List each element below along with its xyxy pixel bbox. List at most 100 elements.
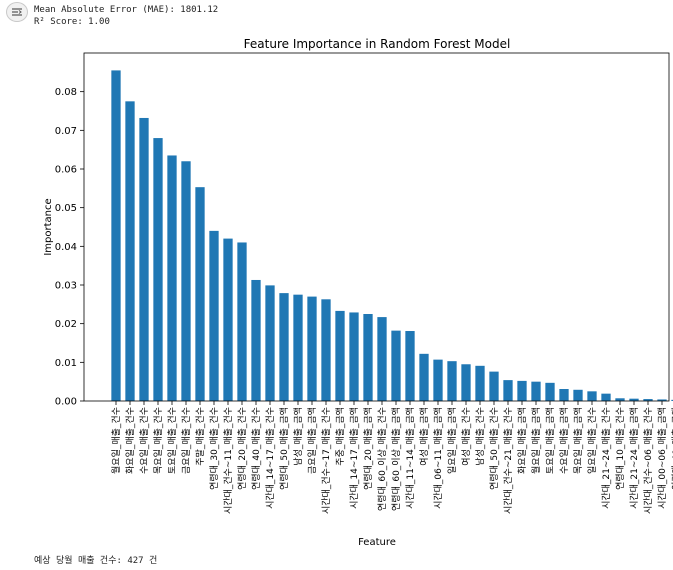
x-tick-label: 일요일_매출_금액 — [446, 407, 458, 474]
x-tick-label: 목요일_매출_건수 — [153, 407, 164, 474]
x-tick-label: 연령대_40_매출_금액 — [670, 407, 673, 490]
x-tick-label: 남성_매출_금액 — [292, 407, 304, 466]
x-tick-label: 토요일_매출_건수 — [167, 407, 178, 474]
x-tick-label: 수요일_매출_금액 — [558, 407, 570, 474]
x-tick-label: 시간대_21~24_매출_건수 — [601, 407, 612, 509]
x-tick-label: 연령대_60_이상_매출_건수 — [376, 407, 388, 511]
x-tick-label: 시간대_06~11_매출_금액 — [432, 407, 444, 509]
x-tick-label: 시간대_건수~11_매출_건수 — [223, 407, 234, 514]
x-tick-label: 연령대_40_매출_건수 — [250, 407, 262, 490]
plot-frame — [83, 52, 670, 402]
bar — [111, 70, 121, 402]
bar — [671, 399, 673, 401]
prediction-output: 예상 당월 매출 건수: 427 건 — [34, 556, 158, 566]
y-tick-label: 0.06 — [55, 165, 77, 176]
x-tick-label: 여성_매출_금액 — [418, 407, 430, 466]
x-tick-label: 시간대_11~14_매출_금액 — [404, 407, 416, 509]
x-tick-label: 연령대_50_매출_금액 — [278, 407, 290, 490]
bar — [209, 230, 219, 401]
bar — [419, 353, 429, 401]
bar — [293, 294, 303, 401]
bar — [475, 365, 485, 401]
bar — [601, 393, 611, 401]
x-tick-label: 시간대_21~24_매출_금액 — [628, 407, 640, 509]
bar — [545, 382, 555, 401]
x-tick-label: 남성_매출_건수 — [475, 407, 486, 466]
bar — [265, 285, 275, 401]
y-tick-label: 0.02 — [55, 319, 77, 330]
x-tick-label: 일요일_매출_건수 — [587, 407, 598, 474]
x-tick-label: 화요일_매출_건수 — [125, 407, 136, 474]
x-tick-label: 연령대_20_매출_금액 — [362, 407, 374, 490]
y-tick-label: 0.00 — [55, 397, 77, 408]
bar — [335, 310, 345, 401]
x-tick-label: 여성_매출_건수 — [460, 407, 472, 466]
bar — [643, 399, 653, 401]
feature-importance-chart: Feature Importance in Random Forest Mode… — [43, 37, 673, 548]
y-tick-label: 0.07 — [55, 126, 77, 137]
bar — [125, 101, 135, 401]
x-tick-label: 토요일_매출_금액 — [544, 407, 556, 474]
y-tick-label: 0.03 — [55, 281, 77, 292]
x-tick-label: 시간대_00~06_매출_금액 — [656, 407, 668, 509]
output-toggle-icon[interactable] — [6, 2, 28, 22]
bar — [391, 330, 401, 401]
bar — [237, 242, 247, 401]
y-axis-label: Importance — [43, 198, 54, 255]
x-tick-label: 연령대_30_매출_건수 — [208, 407, 220, 490]
bar — [503, 380, 513, 401]
x-tick-label: 월요일_매출_건수 — [110, 407, 122, 474]
x-tick-label: 시간대_14~17_매출_건수 — [265, 407, 276, 509]
x-tick-label: 수요일_매출_건수 — [139, 407, 150, 474]
bar — [195, 187, 205, 401]
bar — [167, 155, 177, 401]
bar — [433, 359, 443, 401]
x-tick-label: 시간대_건수~21_매출_건수 — [503, 407, 514, 514]
x-tick-label: 연령대_60_이상_매출_금액 — [390, 407, 402, 511]
x-tick-label: 연령대_50_매출_건수 — [488, 407, 500, 490]
chart-title: Feature Importance in Random Forest Mode… — [244, 37, 511, 51]
y-tick-label: 0.08 — [55, 87, 77, 98]
bar — [517, 380, 527, 401]
bar — [559, 389, 569, 401]
x-tick-label: 연령대_10_매출_건수 — [614, 407, 626, 490]
bar — [657, 399, 667, 401]
x-tick-label: 주말_매출_건수 — [194, 407, 206, 466]
y-tick-label: 0.05 — [55, 203, 77, 214]
x-tick-label: 시간대_건수~06_매출_건수 — [643, 407, 654, 514]
model-metrics-output: Mean Absolute Error (MAE): 1801.12 R² Sco… — [34, 4, 218, 28]
bar — [531, 381, 541, 401]
bar — [363, 314, 373, 401]
bar — [573, 389, 583, 401]
y-tick-label: 0.04 — [55, 242, 77, 253]
x-tick-label: 시간대_14~17_매출_금액 — [348, 407, 360, 509]
bar — [181, 161, 191, 401]
bar — [405, 331, 415, 401]
mae-line: Mean Absolute Error (MAE): 1801.12 — [34, 5, 219, 15]
bar — [447, 361, 457, 401]
bar — [377, 317, 387, 401]
r2-line: R² Score: 1.00 — [34, 17, 110, 27]
bar — [279, 293, 289, 401]
x-axis-label: Feature — [358, 537, 396, 548]
bar — [615, 398, 625, 401]
x-tick-label: 연령대_20_매출_건수 — [236, 407, 248, 490]
y-tick-label: 0.01 — [55, 358, 77, 369]
x-tick-label: 주중_매출_금액 — [334, 407, 346, 466]
bar — [461, 364, 471, 401]
bars — [111, 70, 673, 402]
bar — [139, 117, 149, 402]
bar — [307, 296, 317, 401]
bar — [349, 312, 359, 401]
y-axis: 0.00 0.01 0.02 0.03 0.04 0.05 0.06 0.07 0.08 — [55, 87, 84, 408]
bar — [251, 279, 261, 401]
bar — [153, 138, 163, 402]
bar — [489, 371, 499, 401]
x-tick-label: 화요일_매출_금액 — [516, 407, 528, 474]
bar — [223, 238, 233, 401]
x-axis: 월요일_매출_건수 화요일_매출_건수 수요일_매출_건수 목요일_매출_건수 토요일_… — [110, 401, 673, 514]
x-tick-label: 금요일_매출_금액 — [306, 407, 318, 474]
bar — [629, 398, 639, 401]
x-tick-label: 월요일_매출_금액 — [530, 407, 542, 474]
x-tick-label: 시간대_건수~17_매출_건수 — [321, 407, 332, 514]
